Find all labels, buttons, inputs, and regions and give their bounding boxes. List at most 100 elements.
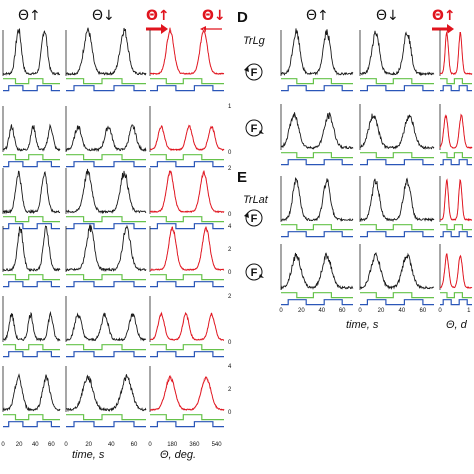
header-theta-down-right: Θ↓ <box>376 8 399 24</box>
left-row4-col3-trace-red <box>149 226 225 271</box>
left-col3-xtick: 0 <box>148 442 152 448</box>
rotation-f-icon-ring <box>245 263 263 281</box>
left-row6-col3-green-step <box>150 414 224 421</box>
left-row2-col2-green-step <box>66 154 146 161</box>
right-row2-col1-trace <box>280 112 354 150</box>
right-row1-col3-green-step <box>440 78 472 85</box>
rotation-f-icon: F <box>245 263 264 281</box>
left-col1-xtick: 20 <box>16 442 23 448</box>
left-row5-ytick: 2 <box>228 294 232 300</box>
right-row4-col1-trace <box>280 252 354 290</box>
left-row4-col3-blue-step <box>150 281 224 288</box>
right-row2-col2-trace <box>359 113 435 150</box>
left-row6-col2-trace <box>65 374 147 413</box>
arrow-right-icon <box>432 24 454 34</box>
right-row3-col1-trace <box>280 176 354 222</box>
right-row4-col2-green-step <box>360 292 434 299</box>
left-row2-ytick: 0 <box>228 150 232 156</box>
left-row1-col2-trace <box>65 27 147 76</box>
right-row1-col2-green-step <box>360 78 434 85</box>
left-row3-ytick: 2 <box>228 166 232 172</box>
right-row3-col3-green-step <box>440 224 472 231</box>
right-row2-col3-trace-red <box>439 113 473 149</box>
axis-label-time-left: time, s <box>72 449 105 461</box>
left-row6-col1-green-step <box>3 414 60 421</box>
rotation-f-icon: F <box>245 119 264 137</box>
left-row3-col3-trace-pink <box>150 171 225 213</box>
left-row6-ytick: 4 <box>228 364 232 370</box>
left-row5-col3-blue-step <box>150 351 224 358</box>
left-row5-col2-green-step <box>66 344 146 351</box>
left-row6-ytick: 0 <box>228 410 232 416</box>
axis-label-theta-right: Θ, d <box>446 319 468 331</box>
left-row1-col2-blue-step <box>66 85 146 92</box>
left-row6-col3-trace-red <box>149 374 225 411</box>
left-row1-col1-trace <box>2 28 61 76</box>
left-row4-col2-blue-step <box>66 281 146 288</box>
left-row6-col2-green-step <box>66 414 146 421</box>
rotation-f-icon-ring <box>245 119 263 137</box>
left-row5-col1-trace <box>2 310 61 342</box>
right-col2-xtick: 60 <box>420 308 427 314</box>
rotation-arrowhead-icon <box>259 274 264 278</box>
right-row4-col2-blue-step <box>360 299 434 306</box>
right-row3-col2-trace <box>359 177 435 223</box>
right-row4-col3-blue-step <box>440 299 472 306</box>
left-row5-col2-blue-step <box>66 351 146 358</box>
left-row1-col3-trace-pink <box>149 28 225 75</box>
left-row6-col1-trace <box>2 373 61 412</box>
right-row2-col1-blue-step <box>281 159 353 166</box>
left-row1-col1-blue-step <box>3 85 60 92</box>
right-row2-col2-blue-step <box>360 159 434 166</box>
right-row2-col3-blue-step <box>440 159 472 166</box>
right-row1-col1-green-step <box>281 78 353 85</box>
header-red-theta-up-right: Θ↑ <box>432 8 456 24</box>
rotation-f-icon-ring <box>245 209 263 227</box>
right-row3-col2-green-step <box>360 224 434 231</box>
left-row6-col3-blue-step <box>150 421 224 428</box>
rotation-f-icon: F <box>244 63 263 81</box>
left-row3-col1-blue-step <box>3 223 60 230</box>
left-row6-col2-blue-step <box>66 421 146 428</box>
left-row4-col1-green-step <box>3 274 60 281</box>
header-red-theta-down-left: Θ↓ <box>202 8 226 24</box>
left-row1-col1-green-step <box>3 78 60 85</box>
axis-label-theta-left: Θ, deg. <box>160 449 196 461</box>
group-label-trlg: TrLg <box>243 35 266 47</box>
rotation-f-icon: F <box>244 209 263 227</box>
left-row5-col1-blue-step <box>3 351 60 358</box>
right-row1-col2-trace <box>359 30 435 77</box>
right-col1-xtick: 60 <box>339 308 346 314</box>
right-row3-col3-blue-step <box>440 231 472 238</box>
left-row3-col2-blue-step <box>66 223 146 230</box>
right-col2-xtick: 20 <box>378 308 385 314</box>
right-row2-col1-green-step <box>281 152 353 159</box>
left-row2-col3-trace-red <box>149 124 225 152</box>
right-row4-col2-trace <box>359 252 435 290</box>
rotation-f-icon-label: F <box>251 67 258 79</box>
right-row3-col1-green-step <box>281 224 353 231</box>
right-row1-col1-trace <box>280 28 354 76</box>
left-row2-col1-trace <box>2 123 61 152</box>
left-row3-col1-green-step <box>3 216 60 223</box>
left-row4-col3-green-step <box>150 274 224 281</box>
left-row3-col3-green-step <box>150 216 224 223</box>
left-col2-xtick: 20 <box>85 442 92 448</box>
right-col1-xtick: 20 <box>298 308 305 314</box>
left-row6-ytick: 2 <box>228 387 232 393</box>
right-row1-col2-blue-step <box>360 85 434 92</box>
left-row4-ytick: 2 <box>228 247 232 253</box>
left-col3-xtick: 180 <box>167 442 178 448</box>
left-row4-ytick: 0 <box>228 270 232 276</box>
rotation-f-icon-label: F <box>251 267 258 279</box>
left-row2-col1-green-step <box>3 154 60 161</box>
header-theta-down-left: Θ↓ <box>92 8 115 24</box>
left-row4-col1-trace <box>2 225 61 272</box>
right-row3-col1-blue-step <box>281 231 353 238</box>
group-label-trlat: TrLat <box>243 194 269 206</box>
right-row3-col2-blue-step <box>360 231 434 238</box>
left-row4-col1-blue-step <box>3 281 60 288</box>
left-col1-xtick: 60 <box>48 442 55 448</box>
right-row4-col3-trace-red <box>439 253 473 290</box>
